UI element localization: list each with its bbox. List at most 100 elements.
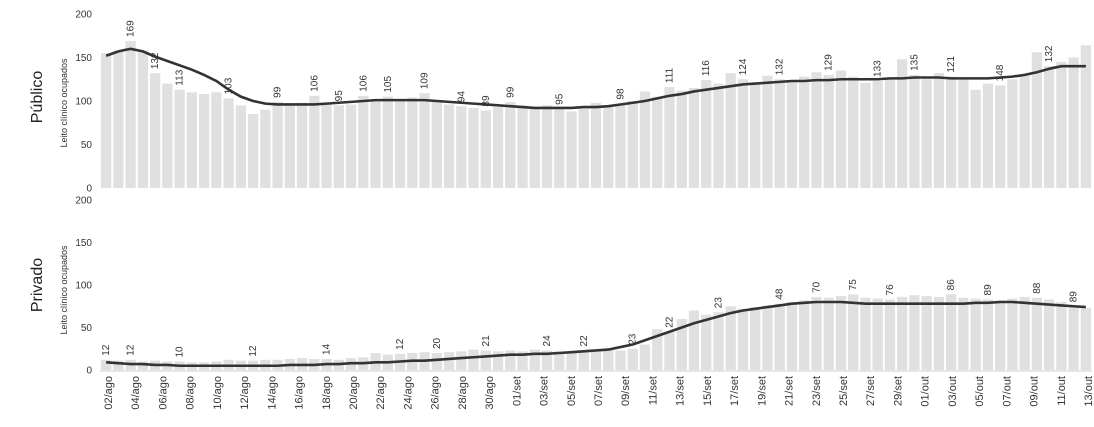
data-label-privado: 21 [481, 335, 492, 347]
bar-privado [897, 296, 908, 370]
data-label-publico: 98 [615, 88, 626, 100]
bar-publico [774, 79, 785, 188]
ytick-privado: 200 [75, 196, 92, 207]
ytick-privado: 100 [75, 281, 92, 292]
x-tick-label: 22/ago [375, 376, 387, 410]
bar-publico [995, 85, 1006, 188]
bar-privado [1007, 298, 1018, 370]
bar-publico [664, 87, 675, 188]
bar-publico [100, 53, 112, 189]
x-tick-label: 17/set [729, 376, 741, 406]
data-label-publico: 105 [383, 76, 394, 93]
bar-privado [676, 319, 687, 370]
trend-line-publico [105, 47, 1086, 110]
x-tick-label: 11/out [1056, 376, 1068, 406]
x-tick-label: 24/ago [402, 376, 414, 410]
data-label-publico: 148 [995, 64, 1006, 81]
x-tick-label: 08/ago [185, 376, 197, 410]
x-tick-label: 14/ago [266, 376, 278, 410]
bar-privado [774, 303, 785, 370]
data-label-publico: 169 [126, 20, 137, 37]
bar-publico [125, 40, 136, 188]
bar-privado [480, 350, 491, 370]
x-tick-label: 01/out [920, 376, 932, 407]
data-label-publico: 99 [505, 86, 516, 98]
bar-publico [811, 72, 822, 188]
bar-publico [321, 104, 332, 188]
bar-privado [603, 349, 614, 370]
ytick-publico: 100 [75, 97, 92, 108]
x-tick-label: 21/set [784, 376, 796, 406]
bar-publico [309, 95, 320, 188]
x-tick-labels: 02/ago 04/ago 06/ago 08/ago 10/ago 12/ago 14/a… [103, 376, 1094, 410]
trend-line-privado [106, 300, 1086, 368]
x-tick-label: 03/out [947, 376, 959, 407]
bar-publico [799, 76, 810, 188]
bar-privado [909, 295, 920, 370]
bar-publico [762, 75, 773, 188]
x-tick-label: 02/ago [103, 376, 115, 410]
bar-privado [786, 302, 798, 370]
bar-publico [554, 108, 565, 188]
data-labels-privado: 12 12 10 12 14 12 20 21 24 22 23 22 23 48 70 75 76 86 89 88… [101, 279, 1080, 358]
x-tick-label: 16/ago [294, 376, 306, 410]
x-tick-label: 18/ago [321, 376, 333, 410]
x-tick-label: 11/set [647, 376, 659, 405]
ytick-privado: 0 [86, 366, 92, 377]
bar-publico [505, 101, 516, 188]
bar-publico [541, 105, 553, 188]
data-label-publico: 113 [175, 69, 186, 85]
panel-privado: Privado Leito clínico ocupados 0 50 100 150… [29, 196, 1092, 377]
data-label-privado: 75 [848, 279, 859, 291]
x-tick-label: 20/ago [348, 376, 360, 410]
data-label-privado: 89 [983, 284, 994, 296]
x-tick-label: 28/ago [457, 376, 469, 410]
bar-publico [211, 92, 222, 188]
bar-privado [113, 360, 124, 370]
data-label-publico: 94 [456, 91, 467, 103]
data-label-publico: 132 [150, 52, 161, 69]
bar-publico [1056, 61, 1067, 188]
bar-privado [725, 306, 736, 370]
bar-privado [664, 331, 675, 370]
data-label-publico: 135 [909, 54, 920, 71]
data-label-privado: 12 [248, 345, 259, 357]
yticks-publico: 0 50 100 150 200 [75, 10, 92, 195]
bar-privado [578, 350, 589, 370]
bar-publico [958, 79, 969, 188]
bar-publico [345, 104, 357, 188]
x-tick-label: 07/set [593, 376, 605, 406]
bar-privado [872, 298, 883, 370]
bar-publico [786, 81, 798, 188]
x-tick-label: 12/ago [239, 376, 251, 410]
bar-publico [113, 50, 124, 188]
bar-publico [382, 96, 393, 188]
bar-privado [615, 350, 626, 370]
x-tick-label: 10/ago [212, 376, 224, 410]
bar-publico [480, 110, 491, 188]
data-label-publico: 111 [664, 67, 675, 83]
bar-privado [627, 348, 638, 370]
data-label-publico: 89 [481, 95, 492, 107]
bar-publico [615, 103, 626, 188]
bar-publico [652, 96, 663, 188]
bar-publico [750, 83, 761, 188]
x-tick-label: 07/out [1001, 376, 1013, 407]
data-label-privado: 12 [395, 338, 406, 350]
bar-publico [688, 87, 700, 188]
bar-publico [897, 59, 908, 188]
bar-publico [603, 107, 614, 188]
bar-publico [823, 74, 834, 188]
bar-publico [186, 92, 197, 188]
bar-privado [431, 353, 442, 370]
data-label-privado: 22 [664, 316, 675, 328]
bar-publico [517, 105, 528, 188]
bar-publico [1007, 79, 1018, 188]
bar-publico [149, 73, 161, 188]
bar-privado [848, 294, 859, 370]
bar-privado [701, 314, 712, 370]
data-label-privado: 24 [542, 335, 553, 347]
data-label-privado: 89 [1069, 291, 1080, 303]
bar-publico [198, 94, 210, 188]
bar-publico [1080, 45, 1092, 188]
